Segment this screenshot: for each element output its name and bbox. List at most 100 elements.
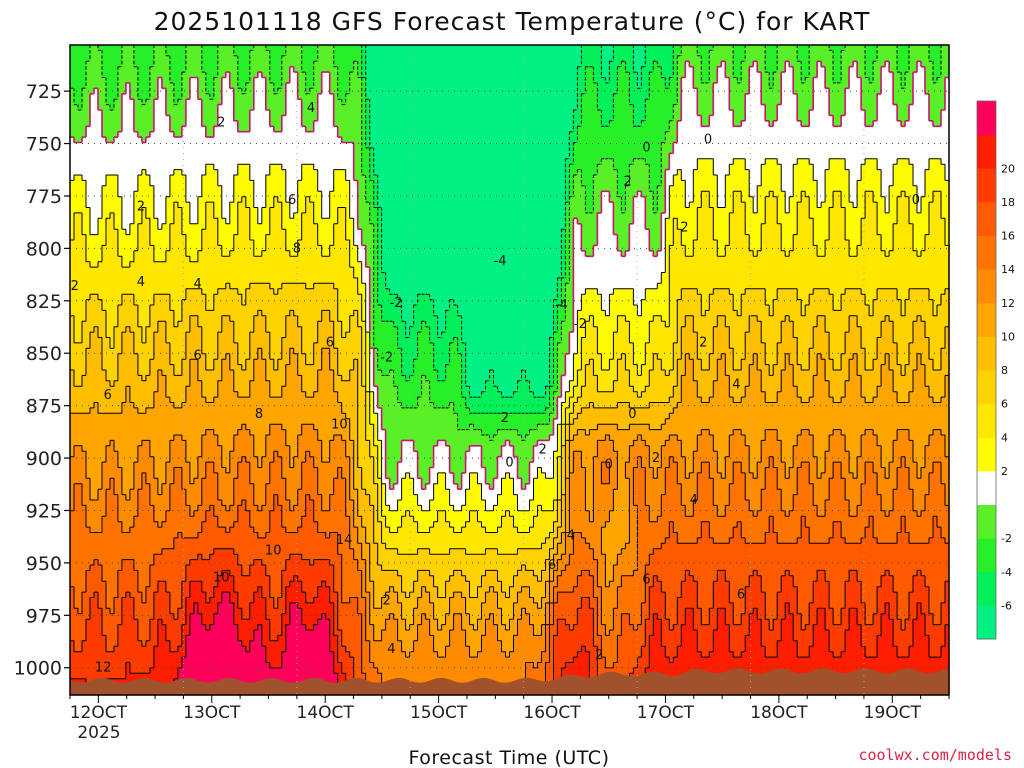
contour-cell [253,61,259,68]
contour-cell [161,99,167,106]
contour-cell [717,115,722,122]
contour-cell [297,126,303,133]
contour-cell [101,66,107,73]
contour-cell [269,164,275,171]
contour-cell [765,88,770,95]
contour-cell [757,115,762,122]
contour-cell [621,82,626,89]
contour-cell [717,131,722,138]
contour-cell [357,164,363,171]
contour-cell [621,72,626,79]
contour-cell [717,45,722,52]
contour-cell [273,147,279,154]
contour-cell [537,115,543,122]
contour-cell [397,110,403,117]
contour-cell [74,55,79,62]
contour-cell [753,93,758,100]
contour-cell [133,61,139,68]
contour-cell [101,153,107,160]
contour-cell [713,147,718,154]
contour-cell [397,142,403,149]
contour-cell [285,99,291,106]
contour-cell [489,45,495,52]
contour-cell [201,77,207,84]
contour-cell [873,147,878,154]
contour-cell [517,115,523,122]
contour-cell [685,66,690,73]
contour-cell [341,137,347,144]
contour-cell [397,153,403,160]
contour-cell [589,55,595,62]
contour-cell [181,131,187,138]
contour-cell [701,153,706,160]
contour-cell [845,110,850,117]
contour-cell [213,45,219,52]
contour-cell [105,126,111,133]
contour-cell [585,55,591,62]
contour-cell [77,77,83,84]
contour-cell [829,131,834,138]
contour-cell [197,66,203,73]
contour-cell [881,104,886,111]
contour-cell [205,61,211,68]
contour-cell [225,45,231,52]
contour-cell [861,137,866,144]
contour-cell [909,153,914,160]
contour-cell [297,45,303,52]
contour-cell [905,158,910,165]
contour-cell [493,104,499,111]
contour-cell [373,120,379,127]
contour-cell [173,164,179,171]
contour-cell [129,82,135,89]
contour-cell [333,55,339,62]
contour-cell [633,66,638,73]
contour-cell [777,61,782,68]
contour-cell [97,66,103,73]
contour-cell [841,72,846,79]
contour-cell [897,45,902,52]
contour-cell [697,120,702,127]
contour-cell [333,110,339,117]
contour-cell [817,61,822,68]
contour-cell [321,93,327,100]
contour-cell [249,153,255,160]
contour-cell [77,82,83,89]
contour-cell [745,55,750,62]
contour-cell [485,66,491,73]
contour-cell [181,50,187,57]
contour-cell [601,104,606,111]
contour-cell [297,82,303,89]
contour-cell [629,77,634,84]
contour-cell [821,77,826,84]
contour-cell [701,104,706,111]
contour-cell [181,104,187,111]
contour-cell [889,93,894,100]
contour-cell [465,66,471,73]
contour-cell [369,115,375,122]
contour-cell [237,126,243,133]
contour-cell [161,82,167,89]
contour-cell [549,88,555,95]
contour-cell [793,72,798,79]
contour-cell [809,115,814,122]
contour-cell [841,158,846,165]
contour-cell [865,99,870,106]
contour-cell [649,142,654,149]
contour-cell [213,131,219,138]
contour-cell [821,115,826,122]
contour-cell [261,137,267,144]
contour-cell [573,77,579,84]
contour-cell [793,93,798,100]
contour-cell [70,72,75,79]
contour-cell [173,72,179,79]
contour-cell [625,147,630,154]
contour-cell [653,104,658,111]
contour-cell [405,50,411,57]
contour-cell [229,104,235,111]
contour-cell [365,115,371,122]
contour-cell [441,99,447,106]
contour-cell [369,72,375,79]
contour-cell [273,50,279,57]
contour-cell [693,110,698,117]
contour-cell [873,77,878,84]
